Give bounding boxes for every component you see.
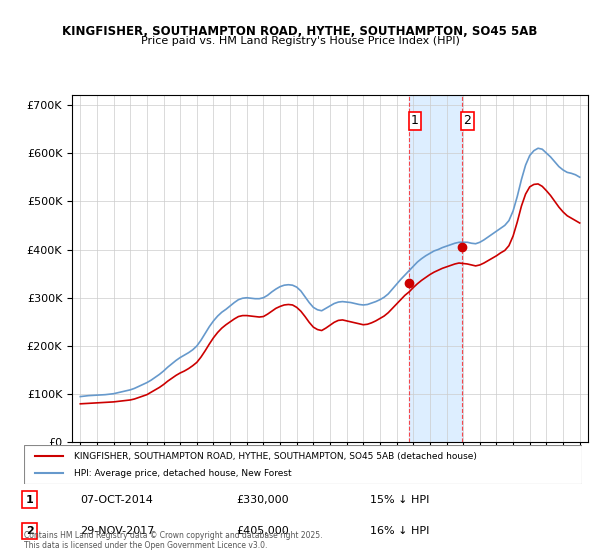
Text: HPI: Average price, detached house, New Forest: HPI: Average price, detached house, New … <box>74 469 292 478</box>
Text: £330,000: £330,000 <box>236 494 289 505</box>
Text: 15% ↓ HPI: 15% ↓ HPI <box>370 494 430 505</box>
Text: 2: 2 <box>463 114 472 127</box>
Text: £405,000: £405,000 <box>236 526 289 536</box>
Text: 16% ↓ HPI: 16% ↓ HPI <box>370 526 430 536</box>
Text: KINGFISHER, SOUTHAMPTON ROAD, HYTHE, SOUTHAMPTON, SO45 5AB: KINGFISHER, SOUTHAMPTON ROAD, HYTHE, SOU… <box>62 25 538 38</box>
Text: Price paid vs. HM Land Registry's House Price Index (HPI): Price paid vs. HM Land Registry's House … <box>140 36 460 46</box>
Text: 29-NOV-2017: 29-NOV-2017 <box>80 526 154 536</box>
Text: 1: 1 <box>26 494 34 505</box>
Text: 07-OCT-2014: 07-OCT-2014 <box>80 494 152 505</box>
Text: 1: 1 <box>411 114 419 127</box>
Bar <box>409 95 462 442</box>
Text: 2: 2 <box>26 526 34 536</box>
FancyBboxPatch shape <box>24 445 582 484</box>
Text: Contains HM Land Registry data © Crown copyright and database right 2025.
This d: Contains HM Land Registry data © Crown c… <box>24 530 323 550</box>
Text: KINGFISHER, SOUTHAMPTON ROAD, HYTHE, SOUTHAMPTON, SO45 5AB (detached house): KINGFISHER, SOUTHAMPTON ROAD, HYTHE, SOU… <box>74 452 477 461</box>
